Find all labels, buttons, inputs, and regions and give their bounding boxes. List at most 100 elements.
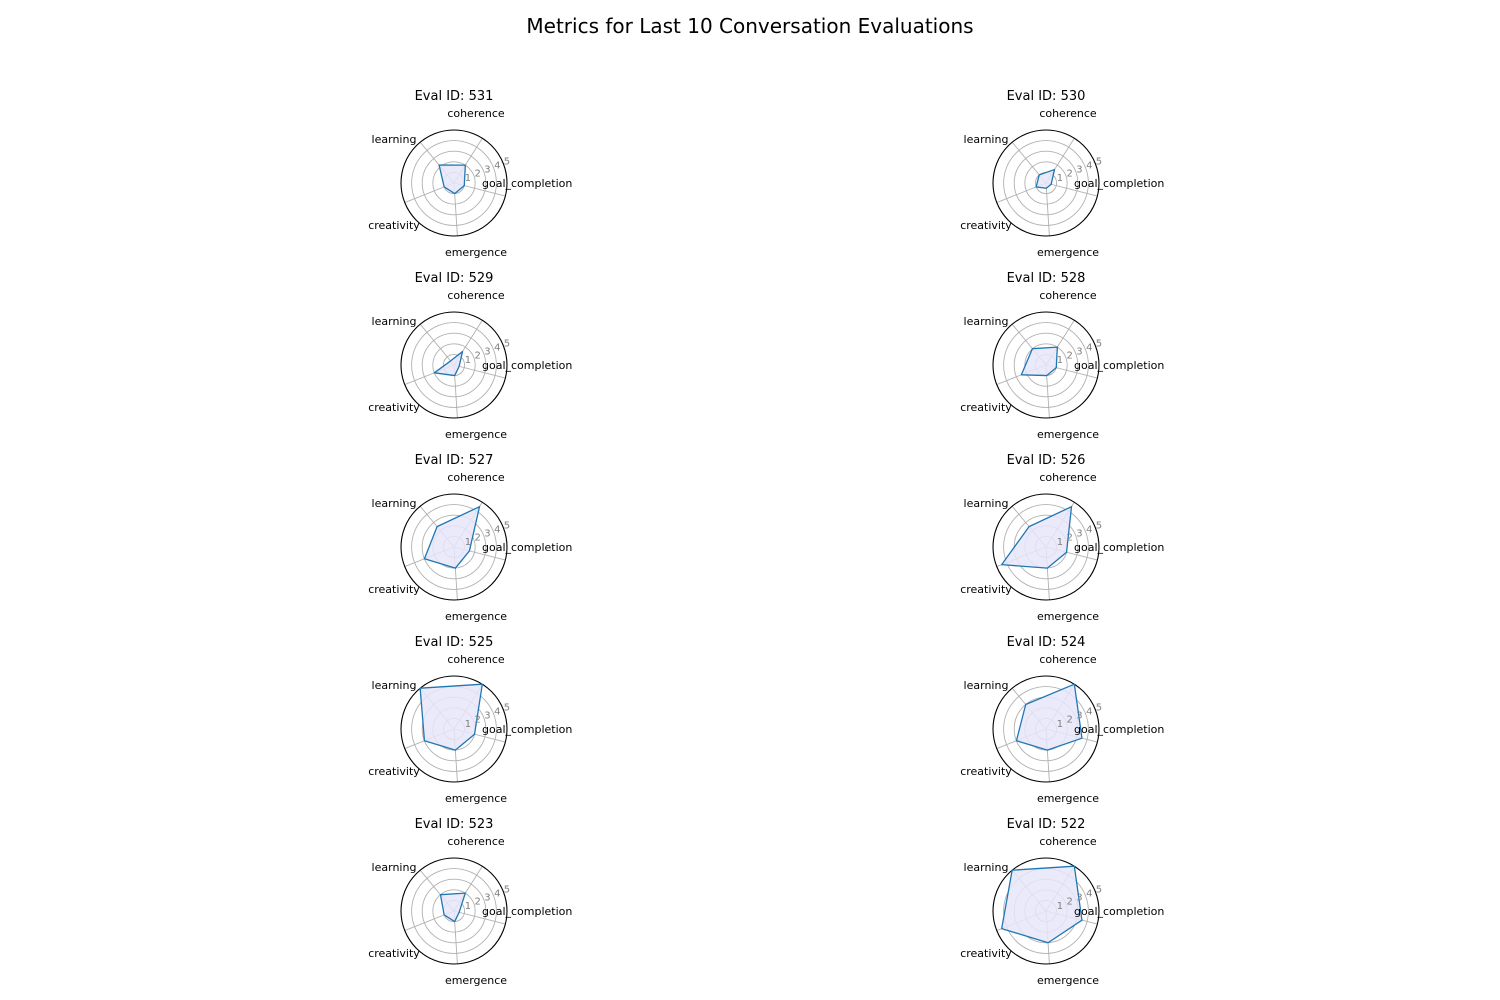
radial-tick-label: 1 [1057,537,1063,548]
axis-label-goal-completion: goal_completion [482,177,572,190]
radial-tick-label: 3 [1076,347,1082,358]
axis-label-goal-completion: goal_completion [482,905,572,918]
data-polygon [1035,168,1056,189]
panel-title: Eval ID: 528 [1007,271,1086,286]
grid-ring [421,514,487,580]
radar-panel: 1 2 3 4 5 goal_completion coherence learning cre… [960,89,1164,259]
polar-frame [400,675,508,783]
axis-label-coherence: coherence [447,835,505,848]
grid-ring [421,878,487,944]
grid-spoke [419,323,455,366]
radial-tick-label: 3 [484,893,490,904]
radial-tick-label: 5 [1096,338,1102,349]
polar-frame [992,129,1100,237]
radial-tick-label: 1 [465,719,471,730]
axis-label-goal-completion: goal_completion [482,359,572,372]
radar-panel: 1 2 3 4 5 goal_completion coherence learning cre… [368,89,572,259]
axis-label-coherence: coherence [447,107,505,120]
axis-label-coherence: coherence [1039,289,1097,302]
radial-tick-label: 4 [494,707,500,718]
axis-label-creativity: creativity [960,583,1012,596]
data-polygon [1020,346,1058,377]
radial-tick-label: 3 [1076,893,1082,904]
axis-label-creativity: creativity [368,765,420,778]
panel-title: Eval ID: 527 [415,453,494,468]
panel-title: Eval ID: 529 [415,271,494,286]
radial-tick-label: 3 [1076,529,1082,540]
radar-panel: 1 2 3 4 5 goal_completion coherence learning cre… [960,817,1164,987]
axis-label-learning: learning [964,133,1009,146]
axis-label-emergence: emergence [445,792,507,805]
grid-ring [411,140,497,226]
radial-tick-label: 5 [1096,702,1102,713]
radial-tick-label: 5 [504,884,510,895]
radial-tick-label: 2 [1067,169,1073,180]
radial-tick-label: 4 [1086,525,1092,536]
radial-tick-label: 5 [1096,884,1102,895]
polar-frame [400,493,508,601]
grid-ring [1024,161,1068,205]
axis-label-goal-completion: goal_completion [482,723,572,736]
radial-tick-label: 3 [484,529,490,540]
radial-tick-label: 4 [494,525,500,536]
axis-label-creativity: creativity [960,401,1012,414]
panel-title: Eval ID: 526 [1007,453,1086,468]
axis-label-coherence: coherence [1039,107,1097,120]
axis-label-coherence: coherence [447,289,505,302]
axis-label-coherence: coherence [447,471,505,484]
radar-panel: 1 2 3 4 5 goal_completion coherence learning cre… [368,453,572,623]
data-polygon [433,350,464,377]
panel-title: Eval ID: 525 [415,635,494,650]
radial-tick-label: 1 [1057,901,1063,912]
radial-tick-label: 1 [465,355,471,366]
data-polygon [423,506,481,569]
axis-label-learning: learning [964,679,1009,692]
axis-label-creativity: creativity [368,947,420,960]
axis-label-emergence: emergence [1037,428,1099,441]
axis-label-creativity: creativity [960,219,1012,232]
axis-label-learning: learning [372,133,417,146]
axis-label-learning: learning [964,861,1009,874]
radial-tick-label: 5 [504,520,510,531]
radial-tick-label: 3 [1076,711,1082,722]
figure-title: Metrics for Last 10 Conversation Evaluat… [526,14,974,38]
radial-tick-label: 2 [475,897,481,908]
grid-spoke [1045,182,1098,197]
panel-title: Eval ID: 522 [1007,817,1086,832]
panel-title: Eval ID: 530 [1007,89,1086,104]
radial-tick-label: 2 [1067,533,1073,544]
axis-label-emergence: emergence [445,610,507,623]
grid-ring [411,504,497,590]
radial-tick-label: 5 [504,702,510,713]
grid-ring [1013,150,1079,216]
grid-ring [1024,343,1068,387]
radial-tick-label: 4 [1086,161,1092,172]
polar-frame [992,311,1100,419]
polar-frame [400,311,508,419]
polar-frame [400,857,508,965]
radar-panel: 1 2 3 4 5 goal_completion coherence learning cre… [368,817,572,987]
radar-panel: 1 2 3 4 5 goal_completion coherence learning cre… [960,635,1164,805]
axis-label-emergence: emergence [1037,974,1099,987]
grid-ring [1003,322,1089,408]
grid-ring [432,161,476,205]
grid-spoke [1045,182,1050,236]
grid-ring [421,332,487,398]
radial-tick-label: 4 [494,343,500,354]
data-polygon [1001,865,1083,944]
polar-frame [992,675,1100,783]
grid-ring [432,343,476,387]
axis-label-learning: learning [372,861,417,874]
polar-frame [992,857,1100,965]
axis-label-creativity: creativity [368,219,420,232]
radial-tick-label: 5 [504,338,510,349]
axis-label-creativity: creativity [960,947,1012,960]
axis-label-goal-completion: goal_completion [1074,541,1164,554]
radar-panel: 1 2 3 4 5 goal_completion coherence learning cre… [368,635,572,805]
radial-tick-label: 1 [1057,719,1063,730]
data-polygon [438,164,466,195]
radial-tick-label: 2 [475,533,481,544]
axis-label-learning: learning [372,315,417,328]
radial-tick-label: 4 [1086,707,1092,718]
